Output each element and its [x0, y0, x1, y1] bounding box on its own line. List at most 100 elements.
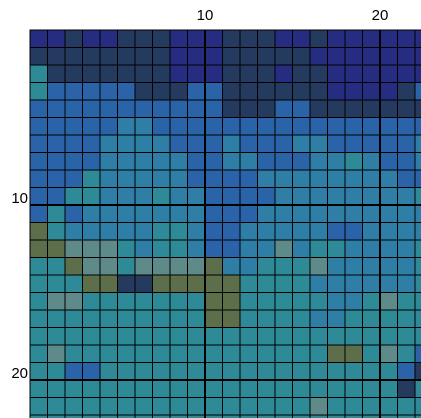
cell — [362, 187, 381, 206]
cell — [344, 152, 363, 171]
cell — [99, 397, 118, 416]
cell — [134, 414, 153, 418]
cell — [362, 414, 381, 418]
cell — [362, 82, 381, 101]
cell — [82, 152, 101, 171]
cell — [152, 222, 171, 241]
cell — [204, 64, 223, 83]
cell — [239, 47, 258, 66]
cell — [379, 187, 398, 206]
cell — [344, 117, 363, 136]
cell — [152, 239, 171, 258]
cell — [222, 47, 241, 66]
cell — [292, 414, 311, 418]
cell — [239, 82, 258, 101]
cell — [134, 344, 153, 363]
cell — [397, 169, 416, 188]
cell — [117, 414, 136, 418]
cell — [414, 169, 421, 188]
cell — [82, 82, 101, 101]
cell — [152, 64, 171, 83]
cell — [204, 29, 223, 48]
cell — [29, 64, 48, 83]
cell — [379, 274, 398, 293]
cell — [327, 152, 346, 171]
cell — [239, 117, 258, 136]
cell — [99, 29, 118, 48]
cell — [397, 397, 416, 416]
cell — [82, 29, 101, 48]
cell — [274, 29, 293, 48]
cell — [414, 274, 421, 293]
cell — [292, 99, 311, 118]
cell — [82, 274, 101, 293]
cell — [117, 47, 136, 66]
cell — [257, 134, 276, 153]
cell — [64, 222, 83, 241]
cell — [292, 309, 311, 328]
cell — [152, 29, 171, 48]
cell — [327, 99, 346, 118]
cell — [117, 362, 136, 381]
cell — [134, 292, 153, 311]
cell — [169, 47, 188, 66]
cell — [187, 99, 206, 118]
cell — [134, 152, 153, 171]
cell — [134, 309, 153, 328]
cell — [82, 239, 101, 258]
cell — [379, 397, 398, 416]
y-tick-label: 20 — [11, 365, 28, 382]
cell — [99, 187, 118, 206]
cell — [204, 414, 223, 418]
cell — [204, 134, 223, 153]
cell — [204, 117, 223, 136]
cell — [274, 274, 293, 293]
cell — [397, 414, 416, 418]
cell — [397, 99, 416, 118]
cell — [327, 169, 346, 188]
cell — [152, 47, 171, 66]
cell — [292, 29, 311, 48]
cell — [379, 344, 398, 363]
cell — [117, 327, 136, 346]
cell — [274, 362, 293, 381]
cell — [239, 169, 258, 188]
cell — [169, 362, 188, 381]
cell — [414, 362, 421, 381]
cell — [292, 82, 311, 101]
cell — [222, 169, 241, 188]
cell — [379, 327, 398, 346]
cell — [117, 187, 136, 206]
cell — [99, 117, 118, 136]
cell — [414, 327, 421, 346]
cell — [99, 64, 118, 83]
cell — [82, 134, 101, 153]
cell — [82, 169, 101, 188]
cell — [379, 117, 398, 136]
cell — [152, 187, 171, 206]
cell — [257, 309, 276, 328]
cell — [257, 362, 276, 381]
cell — [99, 152, 118, 171]
cell — [344, 327, 363, 346]
cell — [204, 222, 223, 241]
cell — [47, 187, 66, 206]
cell — [187, 204, 206, 223]
cell — [117, 64, 136, 83]
cell — [397, 344, 416, 363]
cell — [134, 29, 153, 48]
cell — [379, 292, 398, 311]
cell — [309, 362, 328, 381]
cell — [187, 222, 206, 241]
cell — [309, 292, 328, 311]
cell — [152, 309, 171, 328]
cell — [187, 344, 206, 363]
cell — [152, 134, 171, 153]
cell — [99, 414, 118, 418]
cell — [327, 64, 346, 83]
cell — [117, 29, 136, 48]
cell — [82, 414, 101, 418]
cell — [292, 204, 311, 223]
cell — [187, 414, 206, 418]
cell — [274, 117, 293, 136]
